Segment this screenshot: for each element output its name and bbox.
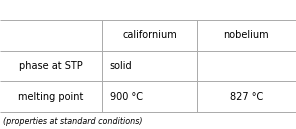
Text: solid: solid bbox=[110, 61, 132, 71]
Text: (properties at standard conditions): (properties at standard conditions) bbox=[3, 117, 142, 126]
Text: phase at STP: phase at STP bbox=[19, 61, 83, 71]
Text: nobelium: nobelium bbox=[223, 30, 269, 40]
Text: californium: californium bbox=[122, 30, 177, 40]
Text: 900 °C: 900 °C bbox=[110, 92, 142, 102]
Text: melting point: melting point bbox=[18, 92, 84, 102]
Text: 827 °C: 827 °C bbox=[230, 92, 263, 102]
